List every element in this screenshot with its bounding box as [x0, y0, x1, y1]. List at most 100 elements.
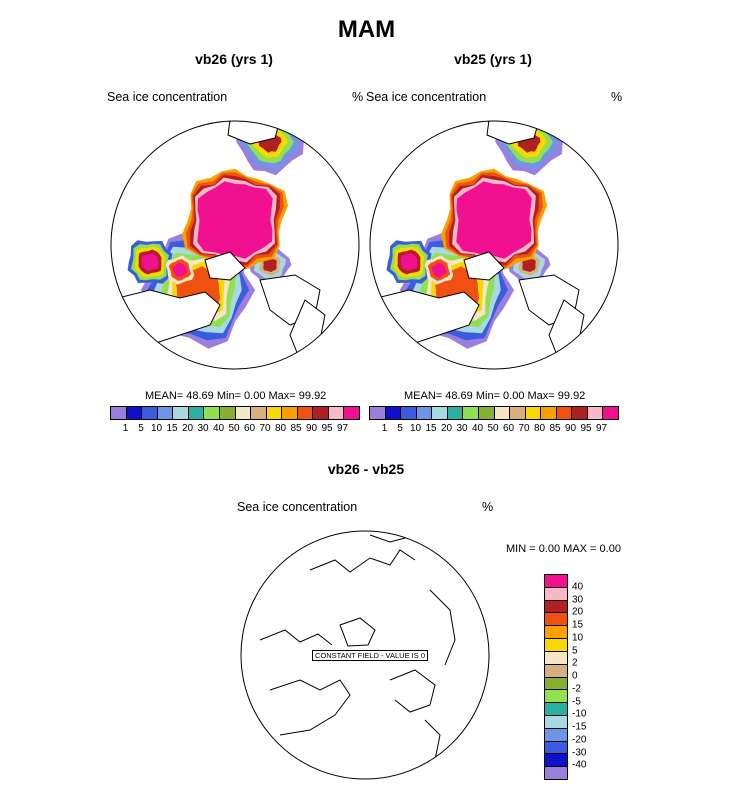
- colorbar-2: [369, 406, 619, 420]
- colorbar-swatch: [235, 407, 252, 419]
- units-label-2: %: [611, 90, 623, 104]
- ice-patch: [141, 252, 159, 272]
- coastline: [389, 669, 436, 713]
- colorbar-swatch: [111, 407, 127, 419]
- colorbar-tick-label: 0: [572, 670, 578, 682]
- colorbar-tick-label: 85: [549, 423, 561, 434]
- coastline: [259, 629, 333, 646]
- colorbar-swatch: [266, 407, 283, 419]
- colorbar-swatch: [385, 407, 402, 419]
- colorbar-tick-label: 97: [336, 423, 349, 434]
- colorbar-swatch: [188, 407, 205, 419]
- panel-title-vb26: vb26 (yrs 1): [195, 51, 273, 67]
- colorbar-tick-label: 30: [572, 594, 584, 605]
- ice-pack: [456, 181, 532, 259]
- variable-label-1: Sea ice concentration: [107, 90, 228, 104]
- colorbar-swatch: [603, 407, 618, 419]
- colorbar-swatch: [510, 407, 526, 419]
- colorbar-swatch: [463, 407, 479, 419]
- colorbar-tick-label: 95: [580, 423, 592, 434]
- colorbar-1: [110, 406, 360, 420]
- colorbar-swatch: [556, 407, 573, 419]
- colorbar-swatch: [545, 664, 567, 678]
- main-title: MAM: [337, 16, 396, 43]
- colorbar-tick-label: 80: [274, 423, 287, 434]
- colorbar-tick-label: 50: [228, 423, 240, 434]
- colorbar-tick-label: 15: [166, 423, 178, 434]
- colorbar-3: [544, 574, 568, 780]
- variable-label-3: Sea ice concentration: [237, 500, 358, 514]
- colorbar-tick-label: 40: [572, 581, 584, 593]
- colorbar-tick-label: -15: [572, 721, 587, 733]
- colorbar-swatch: [545, 677, 567, 691]
- colorbar-tick-label: 15: [425, 423, 437, 434]
- stats-2: MEAN= 48.69 Min= 0.00 Max= 99.92: [404, 390, 586, 402]
- colorbar-swatch: [545, 587, 567, 601]
- colorbar-swatch: [572, 407, 588, 419]
- colorbar-swatch: [545, 741, 567, 755]
- map-boundary: [369, 120, 619, 370]
- units-label-1: %: [352, 90, 364, 104]
- colorbar-swatch: [545, 626, 567, 640]
- colorbar-swatch: [525, 407, 542, 419]
- coastline: [339, 617, 376, 647]
- panel-title-diff: vb26 - vb25: [327, 461, 405, 477]
- map-boundary: [240, 530, 490, 780]
- colorbar-tick-label: 1: [381, 423, 388, 434]
- colorbar-tick-label: 97: [595, 423, 608, 434]
- colorbar-swatch: [401, 407, 417, 419]
- land-mass: [227, 121, 281, 145]
- colorbar-swatch: [416, 407, 433, 419]
- ice-patch: [522, 258, 536, 272]
- colorbar-swatch: [545, 613, 567, 627]
- colorbar-swatch: [545, 690, 567, 704]
- colorbar-tick-label: -30: [572, 747, 587, 758]
- colorbar-tick-label: 5: [138, 423, 144, 434]
- colorbar-tick-label: 40: [471, 423, 484, 434]
- colorbar-swatch: [344, 407, 359, 419]
- colorbar-tick-label: 40: [212, 423, 225, 434]
- stats-1: MEAN= 48.69 Min= 0.00 Max= 99.92: [145, 390, 327, 402]
- colorbar-swatch: [545, 728, 567, 742]
- coastline: [309, 549, 416, 573]
- colorbar-tick-label: 90: [305, 423, 318, 434]
- map-vb26: [110, 120, 360, 370]
- colorbar-swatch: [370, 407, 386, 419]
- colorbar-tick-label: 20: [572, 606, 584, 618]
- colorbar-swatch: [297, 407, 314, 419]
- colorbar-tick-label: 10: [150, 423, 163, 434]
- colorbar-swatch: [282, 407, 298, 419]
- colorbar-tick-label: -2: [572, 683, 581, 695]
- colorbar-tick-label: 90: [564, 423, 577, 434]
- colorbar-swatch: [251, 407, 267, 419]
- colorbar-tick-label: -20: [572, 734, 587, 746]
- colorbar-swatch: [545, 703, 567, 716]
- colorbar-tick-label: 30: [197, 423, 209, 434]
- constant-field-label: CONSTANT FIELD - VALUE IS 0: [312, 650, 429, 661]
- colorbar-swatch: [545, 651, 567, 665]
- colorbar-swatch: [545, 754, 567, 768]
- colorbar-tick-label: 10: [572, 632, 584, 644]
- colorbar-swatch: [541, 407, 557, 419]
- colorbar-swatch: [545, 715, 567, 729]
- coastline: [269, 679, 351, 736]
- colorbar-tick-label: -10: [572, 708, 587, 720]
- colorbar-tick-label: 15: [572, 619, 584, 631]
- colorbar-tick-label: 1: [122, 423, 129, 434]
- coastline: [429, 589, 456, 666]
- colorbar-swatch: [173, 407, 189, 419]
- variable-label-2: Sea ice concentration: [366, 90, 487, 104]
- colorbar-tick-label: 5: [572, 645, 578, 656]
- colorbar-swatch: [447, 407, 464, 419]
- colorbar-tick-label: 5: [397, 423, 403, 434]
- colorbar-swatch: [432, 407, 448, 419]
- ice-patch: [400, 252, 418, 272]
- colorbar-swatch: [545, 767, 567, 779]
- colorbar-tick-label: 60: [243, 423, 256, 434]
- ice-patch: [431, 262, 447, 278]
- colorbar-swatch: [157, 407, 174, 419]
- colorbar-tick-label: 70: [518, 423, 530, 434]
- map-boundary: [110, 120, 360, 370]
- colorbar-swatch: [545, 639, 567, 652]
- panel-title-vb25: vb25 (yrs 1): [454, 51, 532, 67]
